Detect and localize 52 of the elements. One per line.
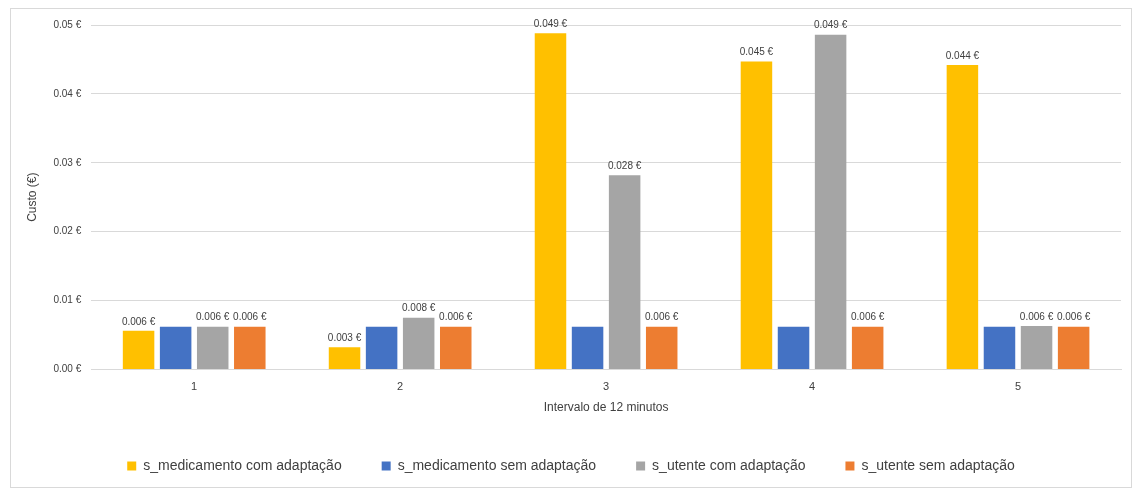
bar bbox=[645, 326, 678, 369]
x-tick-label: 3 bbox=[603, 380, 610, 393]
bar bbox=[740, 61, 773, 369]
data-label: 0.006 € bbox=[196, 311, 230, 323]
bar bbox=[159, 326, 192, 369]
data-label: 0.006 € bbox=[439, 311, 473, 323]
data-label: 0.006 € bbox=[850, 311, 885, 323]
x-tick-label: 2 bbox=[397, 380, 404, 393]
bar bbox=[534, 33, 567, 369]
bar bbox=[983, 326, 1016, 369]
bar bbox=[777, 326, 810, 369]
x-tick-label: 5 bbox=[1014, 380, 1022, 393]
data-label: 0.006 € bbox=[645, 311, 679, 323]
x-tick-label: 4 bbox=[809, 380, 816, 393]
data-label: 0.006 € bbox=[233, 311, 267, 323]
y-tick-label: 0.04 € bbox=[53, 87, 82, 99]
bar bbox=[1020, 326, 1053, 369]
data-label: 0.006 € bbox=[121, 315, 156, 327]
bar bbox=[946, 64, 979, 369]
legend-label: s_utente sem adaptação bbox=[861, 456, 1015, 473]
y-axis-title: Custo (€) bbox=[24, 172, 39, 222]
data-label: 0.006 € bbox=[1019, 310, 1054, 322]
data-label: 0.008 € bbox=[401, 302, 436, 314]
y-tick-label: 0.03 € bbox=[53, 156, 82, 168]
bar bbox=[440, 326, 472, 369]
data-label: 0.028 € bbox=[607, 159, 642, 171]
data-label: 0.049 € bbox=[533, 18, 568, 30]
y-tick-label: 0.05 € bbox=[53, 18, 82, 30]
legend-label: s_medicamento sem adaptação bbox=[397, 456, 597, 473]
data-label: 0.049 € bbox=[813, 19, 848, 31]
legend-label: s_utente com adaptação bbox=[652, 456, 806, 473]
x-axis-title: Intervalo de 12 minutos bbox=[543, 400, 669, 415]
y-tick-label: 0.02 € bbox=[53, 225, 82, 237]
data-label: 0.003 € bbox=[327, 332, 362, 344]
bar bbox=[571, 326, 604, 369]
bar bbox=[814, 34, 847, 369]
y-tick-label: 0.00 € bbox=[53, 363, 82, 375]
bar bbox=[234, 326, 266, 369]
bar bbox=[365, 326, 398, 369]
bar bbox=[122, 330, 155, 369]
data-label: 0.045 € bbox=[739, 46, 774, 58]
bar bbox=[608, 175, 641, 369]
legend-label: s_medicamento com adaptação bbox=[143, 456, 342, 473]
data-label: 0.006 € bbox=[1056, 311, 1091, 323]
y-tick-label: 0.01 € bbox=[53, 294, 82, 306]
bar bbox=[196, 326, 229, 369]
data-label: 0.044 € bbox=[945, 49, 980, 61]
bar bbox=[851, 326, 884, 369]
bar bbox=[402, 317, 435, 369]
bar bbox=[1057, 326, 1090, 369]
bar bbox=[328, 347, 361, 369]
x-tick-label: 1 bbox=[191, 380, 198, 393]
